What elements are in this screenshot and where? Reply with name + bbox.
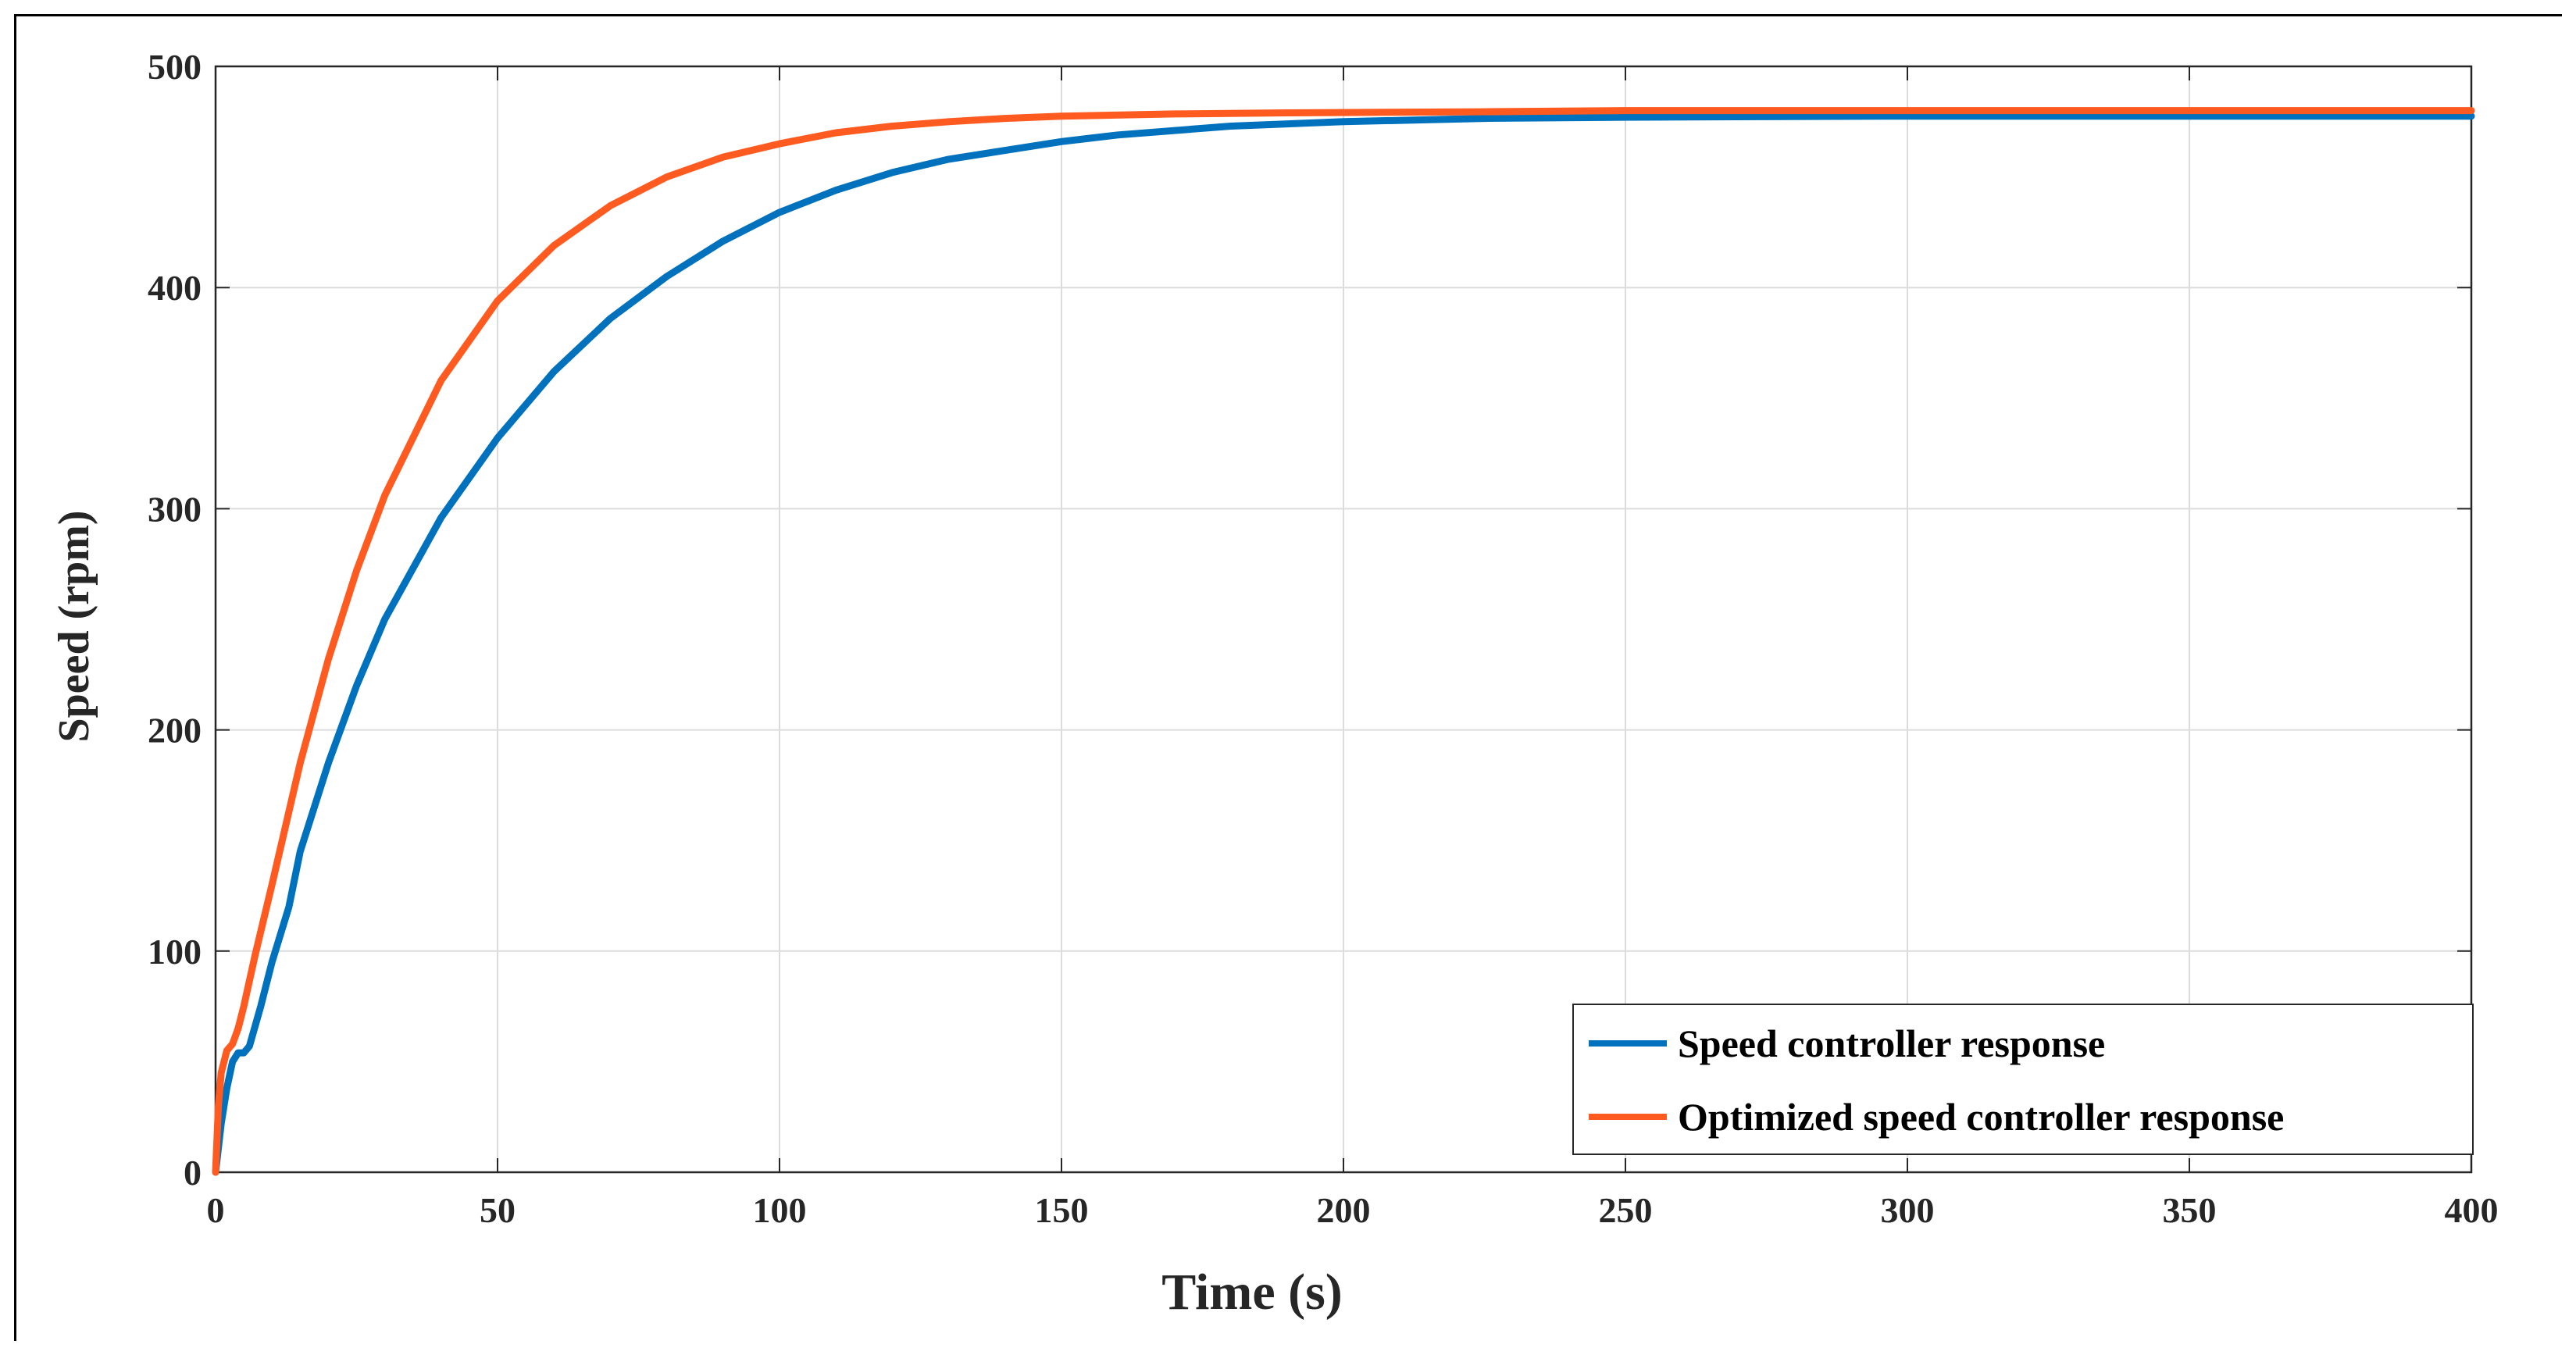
x-tick-label: 50 [480,1190,516,1230]
line-chart: 0 50 100 150 200 250 300 350 400 0 100 200 300 400 500… [16,16,2564,1343]
legend-label-speed-controller: Speed controller response [1678,1022,2105,1065]
y-tick-label: 500 [148,47,202,87]
legend: Speed controller response Optimized spee… [1572,1004,2474,1155]
y-tick-label: 400 [148,268,202,308]
x-tick-label: 0 [207,1190,225,1230]
x-tick-label: 350 [2163,1190,2217,1230]
x-tick-label: 200 [1317,1190,1371,1230]
y-tick-label: 100 [148,932,202,972]
series-line-optimized-speed-controller [212,107,2475,1176]
plot-area-box [214,65,2473,1174]
tick-labels: 0 50 100 150 200 250 300 350 400 0 100 200 300 400 500 [148,47,2499,1230]
x-tick-label: 250 [1599,1190,1653,1230]
y-tick-label: 200 [148,711,202,751]
x-tick-label: 400 [2445,1190,2499,1230]
x-tick-label: 100 [753,1190,807,1230]
legend-box [1572,1004,2474,1155]
series-line-speed-controller [212,112,2475,1176]
series-lines [212,107,2475,1176]
legend-label-optimized-speed-controller: Optimized speed controller response [1678,1095,2284,1139]
x-tick-label: 150 [1035,1190,1089,1230]
y-axis-title: Speed (rpm) [50,510,98,742]
x-axis-title: Time (s) [1161,1264,1343,1321]
figure-frame: 0 50 100 150 200 250 300 350 400 0 100 200 300 400 500… [14,14,2564,1343]
x-tick-label: 300 [1881,1190,1935,1230]
axes [214,65,2473,1174]
y-tick-label: 0 [184,1153,202,1193]
y-tick-label: 300 [148,489,202,529]
